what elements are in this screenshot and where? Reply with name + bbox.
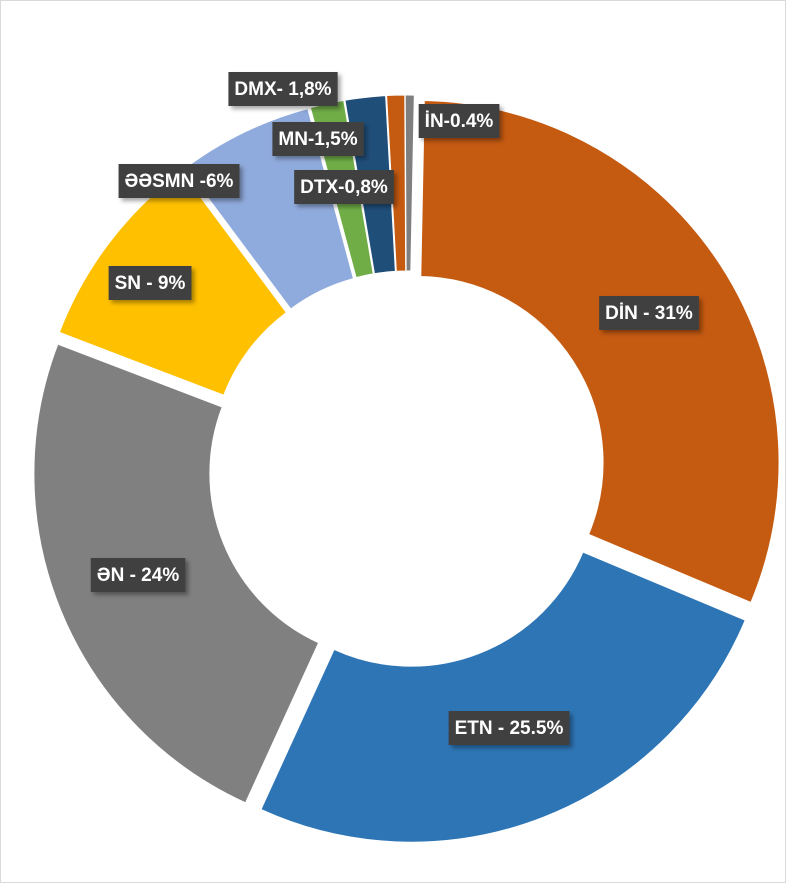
data-label: DİN - 31% xyxy=(599,296,699,330)
label-box xyxy=(272,122,364,156)
data-label: İN-0.4% xyxy=(418,104,500,138)
donut-slice xyxy=(404,94,415,272)
label-box xyxy=(599,296,699,330)
label-text: DİN - 31% xyxy=(605,303,693,324)
label-box xyxy=(418,104,500,138)
data-label: DMX- 1,8% xyxy=(228,72,338,106)
donut-slice xyxy=(260,551,746,843)
label-text: DMX- 1,8% xyxy=(234,79,331,100)
data-label: ƏN - 24% xyxy=(90,558,186,592)
label-box xyxy=(294,170,394,204)
data-label: DTX-0,8% xyxy=(294,170,394,204)
data-label: MN-1,5% xyxy=(272,122,364,156)
data-label: SN - 9% xyxy=(108,266,192,300)
label-text: MN-1,5% xyxy=(278,129,357,150)
label-text: İN-0.4% xyxy=(425,111,494,132)
label-text: SN - 9% xyxy=(115,273,186,294)
label-box xyxy=(228,72,338,106)
label-box xyxy=(90,558,186,592)
label-text: DTX-0,8% xyxy=(300,177,388,198)
label-box xyxy=(118,164,240,198)
data-label: ETN - 25.5% xyxy=(448,711,570,745)
label-text: ƏN - 24% xyxy=(97,565,180,586)
label-box xyxy=(108,266,192,300)
label-text: ƏƏSMN -6% xyxy=(125,171,234,192)
donut-slice xyxy=(184,108,355,310)
label-text: ETN - 25.5% xyxy=(455,718,564,739)
donut-slice xyxy=(420,100,780,604)
data-label: ƏƏSMN -6% xyxy=(118,164,240,198)
label-box xyxy=(448,711,570,745)
